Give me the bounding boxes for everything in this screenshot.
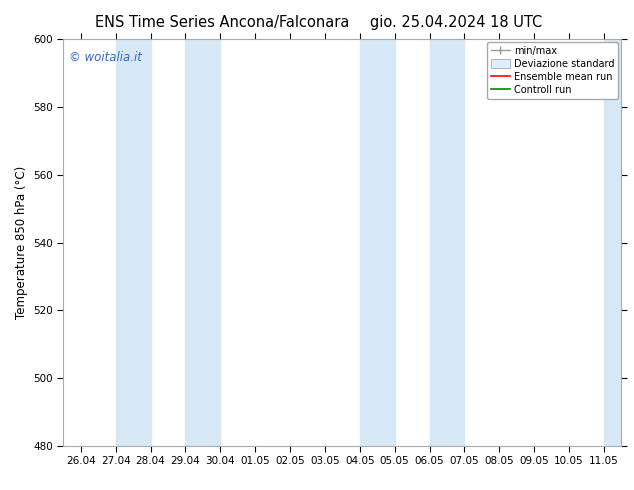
Bar: [116, 39, 151, 446]
Bar: [604, 39, 621, 446]
Legend: min/max, Deviazione standard, Ensemble mean run, Controll run: min/max, Deviazione standard, Ensemble m…: [487, 42, 618, 98]
Text: gio. 25.04.2024 18 UTC: gio. 25.04.2024 18 UTC: [370, 15, 543, 30]
Bar: [429, 39, 464, 446]
Text: © woitalia.it: © woitalia.it: [69, 51, 142, 64]
Bar: [185, 39, 221, 446]
Y-axis label: Temperature 850 hPa (°C): Temperature 850 hPa (°C): [15, 166, 28, 319]
Text: ENS Time Series Ancona/Falconara: ENS Time Series Ancona/Falconara: [94, 15, 349, 30]
Bar: [359, 39, 394, 446]
